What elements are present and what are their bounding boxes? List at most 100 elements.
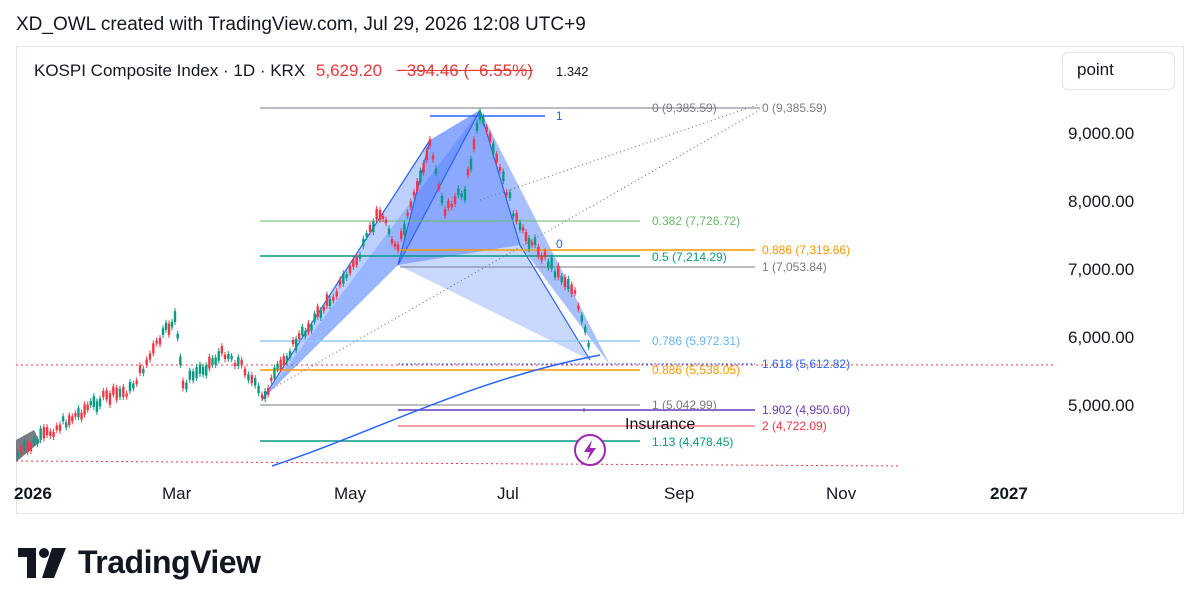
- candle-body: [518, 222, 522, 230]
- lower-dotted-line: [15, 460, 901, 467]
- candle-body: [125, 393, 128, 397]
- candle-body: [488, 133, 492, 142]
- candle-body: [345, 274, 348, 278]
- candle-body: [285, 355, 289, 363]
- candle-body: [20, 446, 23, 454]
- candle-body: [457, 188, 460, 196]
- candle-body: [563, 276, 567, 288]
- candle-body: [55, 425, 58, 430]
- candle-body: [195, 367, 198, 379]
- scale-mode-button[interactable]: point: [1062, 52, 1175, 90]
- tradingview-logo[interactable]: TradingView: [18, 544, 261, 581]
- candle-body: [291, 339, 295, 345]
- candle-body: [185, 382, 188, 390]
- candle-body: [463, 188, 467, 201]
- candle-body: [466, 169, 470, 176]
- candle-body: [502, 171, 505, 182]
- candle-body: [419, 170, 422, 182]
- candle-body: [390, 239, 394, 244]
- candle-body: [32, 438, 36, 444]
- candle-body: [570, 284, 573, 295]
- symbol-info: KOSPI Composite Index · 1D · KRX 5,629.2…: [34, 61, 533, 81]
- candle-body: [16, 452, 20, 457]
- candle-body: [307, 323, 310, 333]
- fib-label-113: 1.13 (4,478.45): [652, 435, 733, 449]
- candle-body: [358, 254, 362, 259]
- candle-body: [472, 139, 476, 150]
- candle-body: [368, 224, 372, 232]
- candle-body: [485, 126, 488, 132]
- candle-body: [74, 413, 77, 417]
- candle-body: [211, 358, 214, 365]
- candle-body: [282, 356, 285, 365]
- moving-average-line: [271, 354, 601, 467]
- x-axis-label: Sep: [664, 484, 695, 503]
- candle-body: [447, 200, 450, 209]
- fib-label-0886-a: 0.886 (7,319.66): [762, 243, 850, 257]
- candle-body: [505, 192, 508, 196]
- candle-body: [152, 343, 155, 354]
- brand-name: TradingView: [78, 544, 261, 580]
- candle-body: [26, 442, 29, 453]
- candle-body: [567, 278, 570, 290]
- candle-body: [105, 390, 108, 400]
- candle-body: [158, 337, 162, 345]
- candle-body: [530, 242, 534, 246]
- candle-body: [118, 388, 122, 398]
- candle-body: [378, 210, 382, 220]
- candle-body: [381, 215, 385, 219]
- candle-body: [288, 351, 292, 358]
- harmonic-pattern[interactable]: [261, 108, 610, 401]
- candle-body: [247, 374, 250, 381]
- candle-body: [342, 273, 345, 284]
- fib-label-zero: 0: [556, 237, 563, 251]
- fib-label-0-a: 0 (9,385.59): [652, 101, 717, 115]
- candle-body: [71, 416, 74, 422]
- candle-body: [557, 265, 560, 278]
- candle-body: [322, 306, 326, 311]
- candle-body: [515, 213, 518, 222]
- x-axis-label: Nov: [826, 484, 857, 503]
- x-axis-label: Mar: [162, 484, 192, 503]
- lightning-icon[interactable]: [574, 434, 606, 466]
- candle-body: [524, 232, 528, 242]
- candle-body: [167, 323, 171, 335]
- candle-body: [52, 431, 55, 438]
- candle-body: [577, 305, 580, 310]
- candle-body: [179, 356, 182, 365]
- fib-label-1618: 1.618 (5,612.82): [762, 357, 850, 371]
- fib-label-0786: 0.786 (5,972.31): [652, 334, 740, 348]
- candle-body: [409, 201, 412, 208]
- y-axis-label: 9,000.00: [1068, 124, 1135, 143]
- fib-levels[interactable]: [260, 107, 760, 442]
- chart-attribution: XD_OWL created with TradingView.com, Jul…: [16, 14, 586, 35]
- candle-body: [102, 391, 105, 398]
- candle-body: [58, 424, 62, 431]
- candle-body: [580, 315, 583, 322]
- candle-body: [553, 271, 557, 278]
- candle-body: [478, 111, 482, 121]
- candle-body: [279, 359, 282, 370]
- candle-body: [560, 276, 563, 283]
- candle-body: [403, 223, 406, 236]
- x-axis-label: 2026: [14, 484, 52, 503]
- candle-body: [416, 180, 419, 192]
- candle-body: [335, 291, 338, 297]
- candle-body: [440, 195, 444, 203]
- candle-body: [23, 442, 26, 451]
- candle-body: [431, 155, 435, 160]
- candle-body: [443, 209, 447, 216]
- candle-body: [115, 387, 118, 400]
- candle-body: [319, 310, 322, 318]
- candle-body: [49, 431, 52, 436]
- candle-body: [428, 139, 432, 146]
- fib-label-2: 2 (4,722.09): [762, 419, 827, 433]
- candle-body: [512, 213, 515, 217]
- chart-frame[interactable]: [16, 46, 1184, 514]
- candle-body: [540, 255, 543, 261]
- fib-label-1902: 1.902 (4,950.60): [762, 403, 850, 417]
- candle-body: [362, 238, 365, 247]
- candle-body: [257, 385, 260, 394]
- candle-body: [453, 195, 457, 204]
